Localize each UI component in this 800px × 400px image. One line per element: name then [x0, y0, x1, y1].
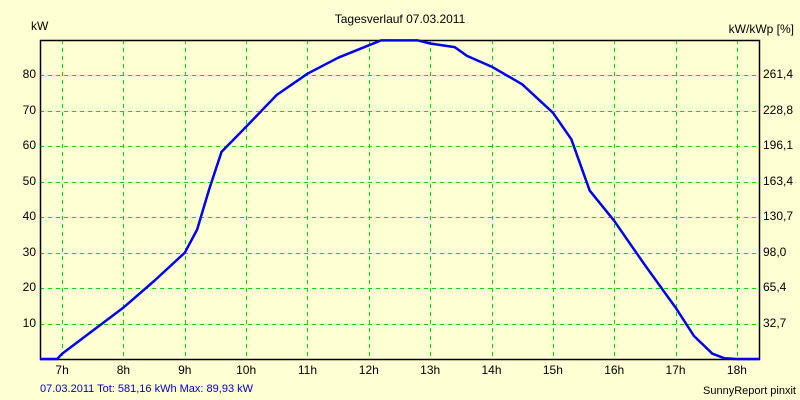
- x-tick: 11h: [297, 363, 318, 377]
- y-tick-left: 30: [22, 244, 36, 259]
- summary-text: 07.03.2011 Tot: 581,16 kWh Max: 89,93 kW: [40, 383, 253, 395]
- plot-frame: [39, 39, 761, 361]
- x-tick: 18h: [726, 363, 747, 377]
- y-tick-right: 261,4: [763, 67, 794, 82]
- y-axis-right-label: kW/kWp [%]: [728, 22, 794, 36]
- chart-title: Tagesverlauf 07.03.2011: [334, 12, 466, 26]
- y-axis-left-label: kW: [31, 19, 49, 33]
- x-tick: 14h: [481, 363, 502, 377]
- x-tick: 9h: [178, 363, 192, 377]
- y-tick-right: 32,7: [763, 315, 787, 330]
- y-tick-left: 80: [22, 67, 36, 82]
- y-tick-right: 163,4: [763, 173, 794, 188]
- y-tick-right: 130,7: [763, 209, 794, 224]
- y-tick-right: 196,1: [763, 138, 794, 153]
- y-tick-left: 20: [22, 280, 36, 295]
- x-tick: 8h: [116, 363, 131, 377]
- x-tick: 16h: [604, 363, 625, 377]
- y-tick-left: 50: [22, 173, 36, 188]
- x-tick: 15h: [542, 363, 563, 377]
- credit-text: SunnyReport pinxit: [703, 385, 796, 397]
- x-tick: 17h: [665, 363, 686, 377]
- power-curve: [40, 39, 759, 361]
- y-tick-right: 65,4: [763, 280, 787, 295]
- x-tick: 7h: [55, 363, 69, 377]
- y-tick-left: 40: [22, 209, 36, 224]
- x-tick: 12h: [358, 363, 379, 377]
- y-tick-right: 98,0: [763, 244, 787, 259]
- y-tick-left: 70: [22, 102, 36, 117]
- x-tick: 13h: [420, 363, 441, 377]
- y-tick-left: 60: [22, 138, 36, 153]
- y-tick-right: 228,8: [763, 102, 794, 117]
- x-tick: 10h: [236, 363, 257, 377]
- y-tick-left: 10: [22, 315, 36, 330]
